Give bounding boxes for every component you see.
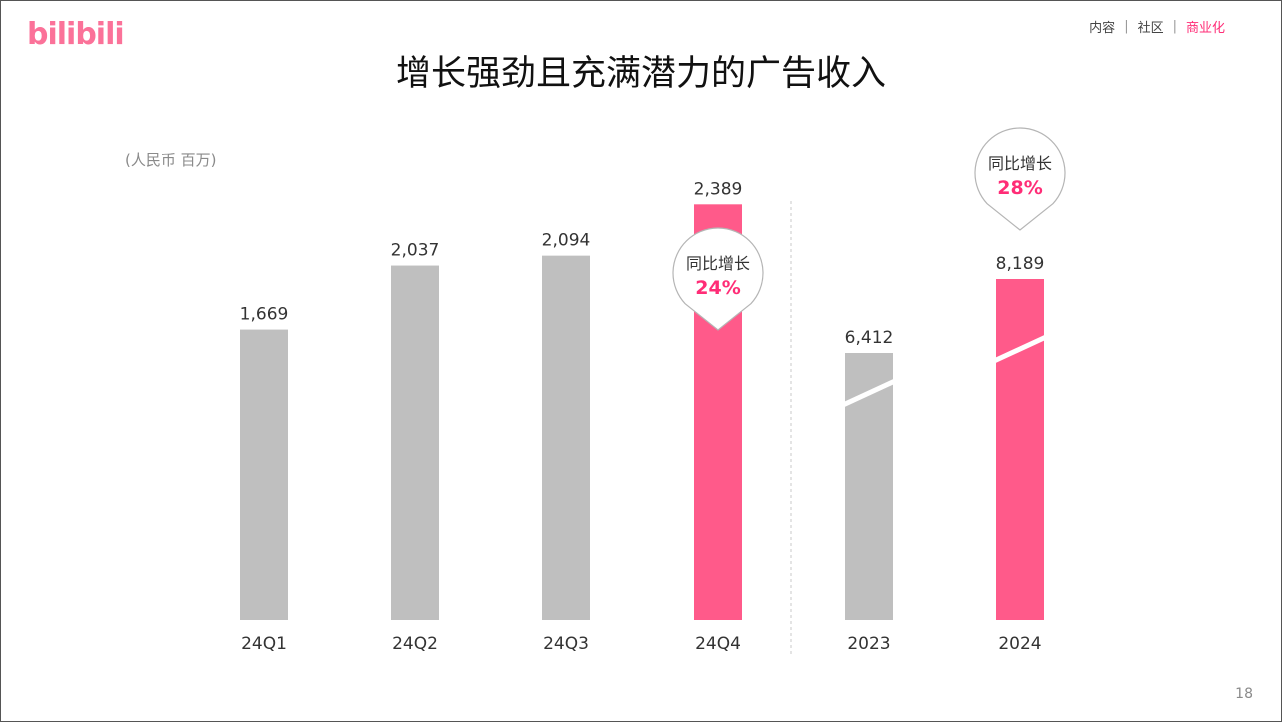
axis-break-2023 [841, 378, 897, 408]
callout-bubble-2024 [974, 127, 1066, 231]
x-tick-24Q2: 24Q2 [392, 634, 438, 654]
data-label-2024: 8,189 [996, 254, 1045, 274]
callout-bubble-24Q4 [672, 227, 764, 331]
data-label-24Q2: 2,037 [391, 241, 440, 261]
callout-text-24Q4: 同比增长 [686, 254, 750, 273]
nav-item-community[interactable]: 社区 [1137, 21, 1164, 36]
nav-separator: | [1172, 19, 1177, 34]
data-label-24Q4: 2,389 [694, 179, 743, 199]
x-tick-24Q3: 24Q3 [543, 634, 589, 654]
callout-text-2024: 同比增长 [988, 154, 1052, 173]
bar-2023 [845, 353, 893, 620]
page-number: 18 [1235, 686, 1253, 702]
x-tick-2023: 2023 [847, 634, 890, 654]
x-tick-24Q1: 24Q1 [241, 634, 287, 654]
x-tick-2024: 2024 [998, 634, 1041, 654]
x-tick-24Q4: 24Q4 [695, 634, 741, 654]
nav-item-commercialization[interactable]: 商业化 [1185, 21, 1225, 36]
data-label-2023: 6,412 [845, 328, 894, 348]
unit-label: (人民币 百万) [125, 151, 217, 169]
nav-item-content[interactable]: 内容 [1089, 21, 1116, 36]
callout-value-2024: 28% [997, 177, 1042, 199]
top-nav: 内容 | 社区 | 商业化 [1089, 17, 1225, 36]
page-title: 增长强劲且充满潜力的广告收入 [395, 54, 886, 94]
nav-separator: | [1124, 19, 1129, 34]
bar-24Q2 [391, 265, 439, 620]
axis-break-2024 [992, 334, 1048, 364]
bilibili-logo: bilibili [27, 15, 125, 55]
callout-value-24Q4: 24% [695, 277, 740, 299]
bar-24Q3 [542, 255, 590, 621]
logo-text: bilibili [27, 17, 125, 52]
data-label-24Q1: 1,669 [240, 305, 289, 325]
data-label-24Q3: 2,094 [542, 231, 591, 251]
bar-2024 [996, 279, 1044, 620]
bar-24Q1 [240, 329, 288, 620]
